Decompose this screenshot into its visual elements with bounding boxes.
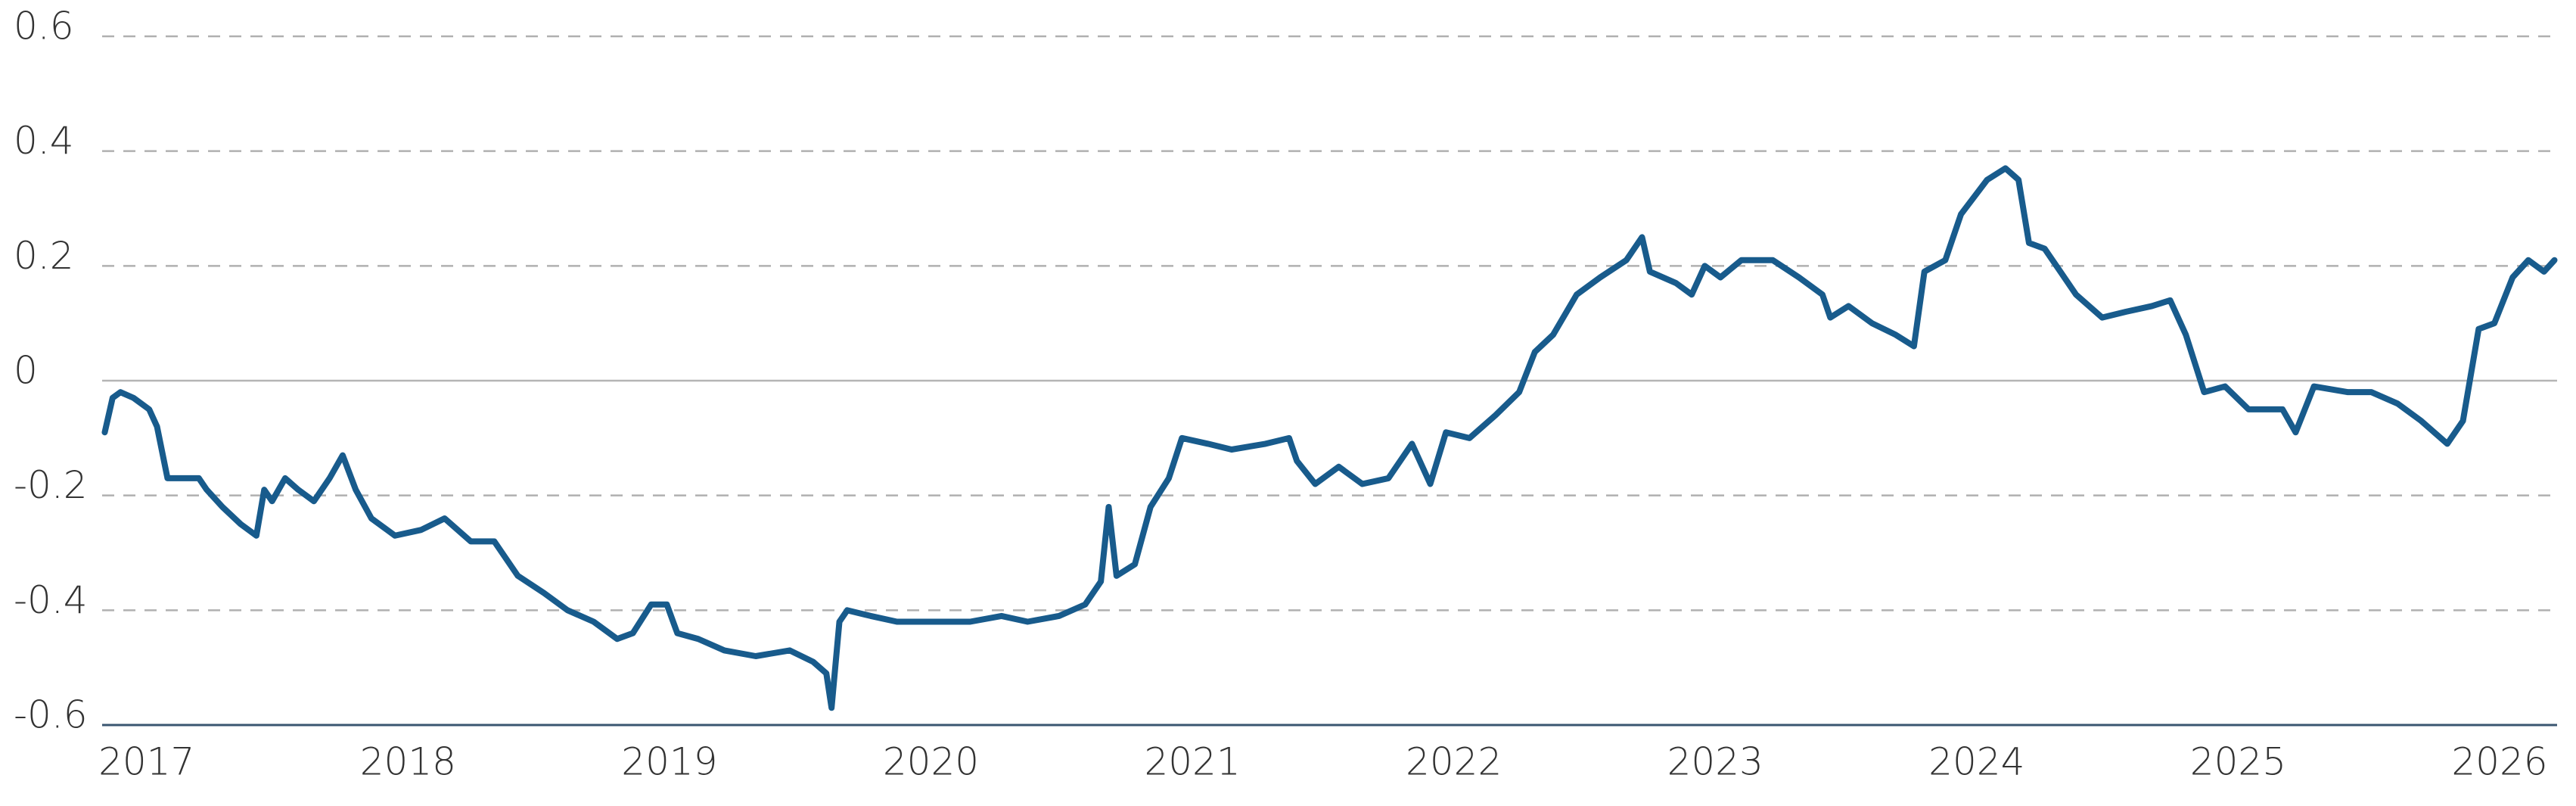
y-tick-label: -0.6 (14, 693, 88, 737)
x-tick-label: 2018 (360, 740, 456, 784)
x-tick-label: 2019 (621, 740, 717, 784)
y-tick-label: 0.4 (14, 119, 74, 163)
y-tick-label: 0 (14, 349, 38, 393)
data-line (101, 165, 2558, 711)
y-tick-label: -0.4 (14, 578, 88, 622)
x-tick-label: 2023 (1667, 740, 1763, 784)
y-tick-label: 0.2 (14, 234, 74, 278)
x-tick-label: 2024 (1928, 740, 2024, 784)
x-tick-label: 2017 (98, 740, 194, 784)
x-tick-label: 2026 (2451, 740, 2547, 784)
x-tick-label: 2021 (1144, 740, 1240, 784)
x-tick-label: 2020 (883, 740, 979, 784)
x-tick-label: 2022 (1406, 740, 1502, 784)
y-tick-label: -0.2 (14, 463, 88, 507)
x-tick-label: 2025 (2190, 740, 2286, 784)
y-tick-label: 0.6 (14, 5, 74, 48)
